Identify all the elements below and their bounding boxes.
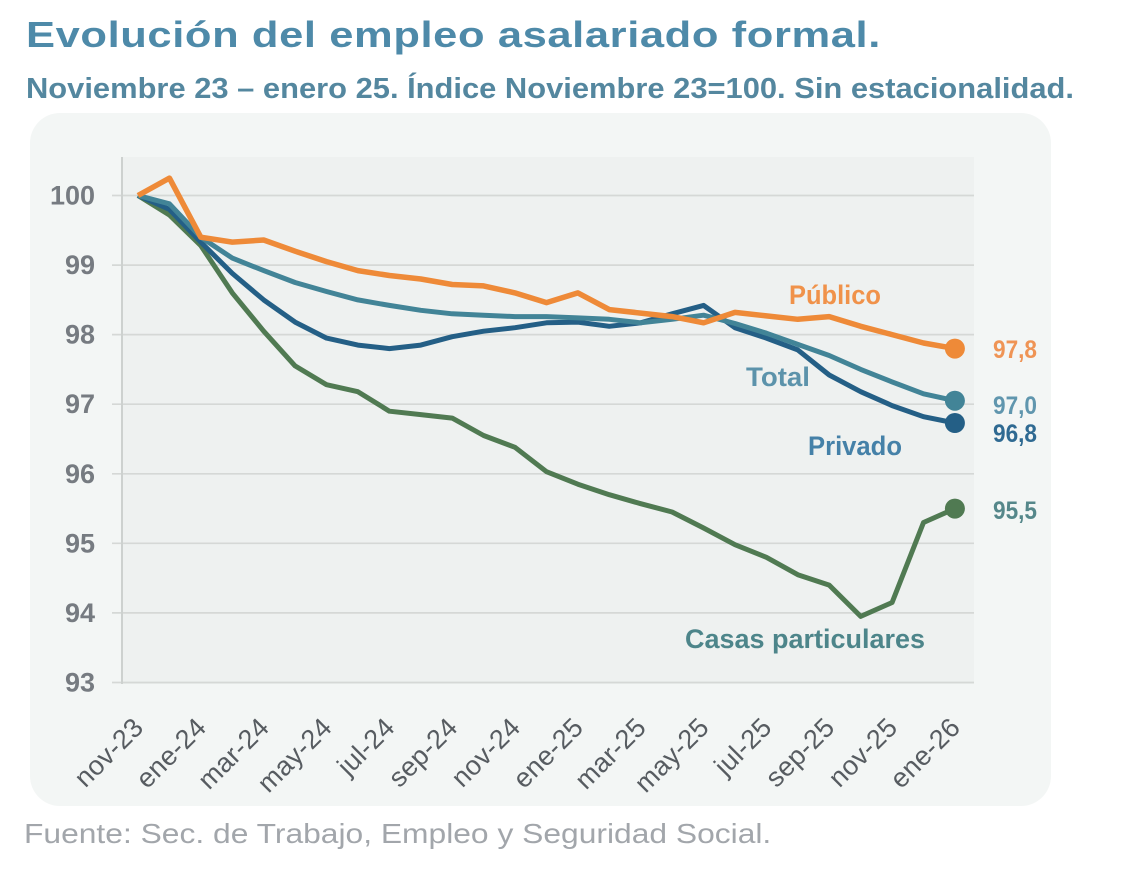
svg-text:97,0: 97,0 [993,392,1037,420]
svg-text:96,8: 96,8 [993,420,1037,448]
svg-text:96: 96 [65,459,95,489]
svg-text:95: 95 [65,528,95,558]
svg-text:100: 100 [50,181,95,211]
svg-text:Total: Total [746,362,810,392]
svg-text:Privado: Privado [808,431,902,461]
svg-text:99: 99 [65,250,95,280]
svg-text:98: 98 [65,320,95,350]
svg-text:Público: Público [789,280,881,310]
svg-text:97: 97 [65,389,95,419]
svg-text:93: 93 [65,668,95,698]
svg-text:97,8: 97,8 [993,336,1037,364]
svg-text:95,5: 95,5 [993,497,1037,525]
svg-text:94: 94 [65,598,95,628]
svg-text:Casas particulares: Casas particulares [685,624,925,654]
